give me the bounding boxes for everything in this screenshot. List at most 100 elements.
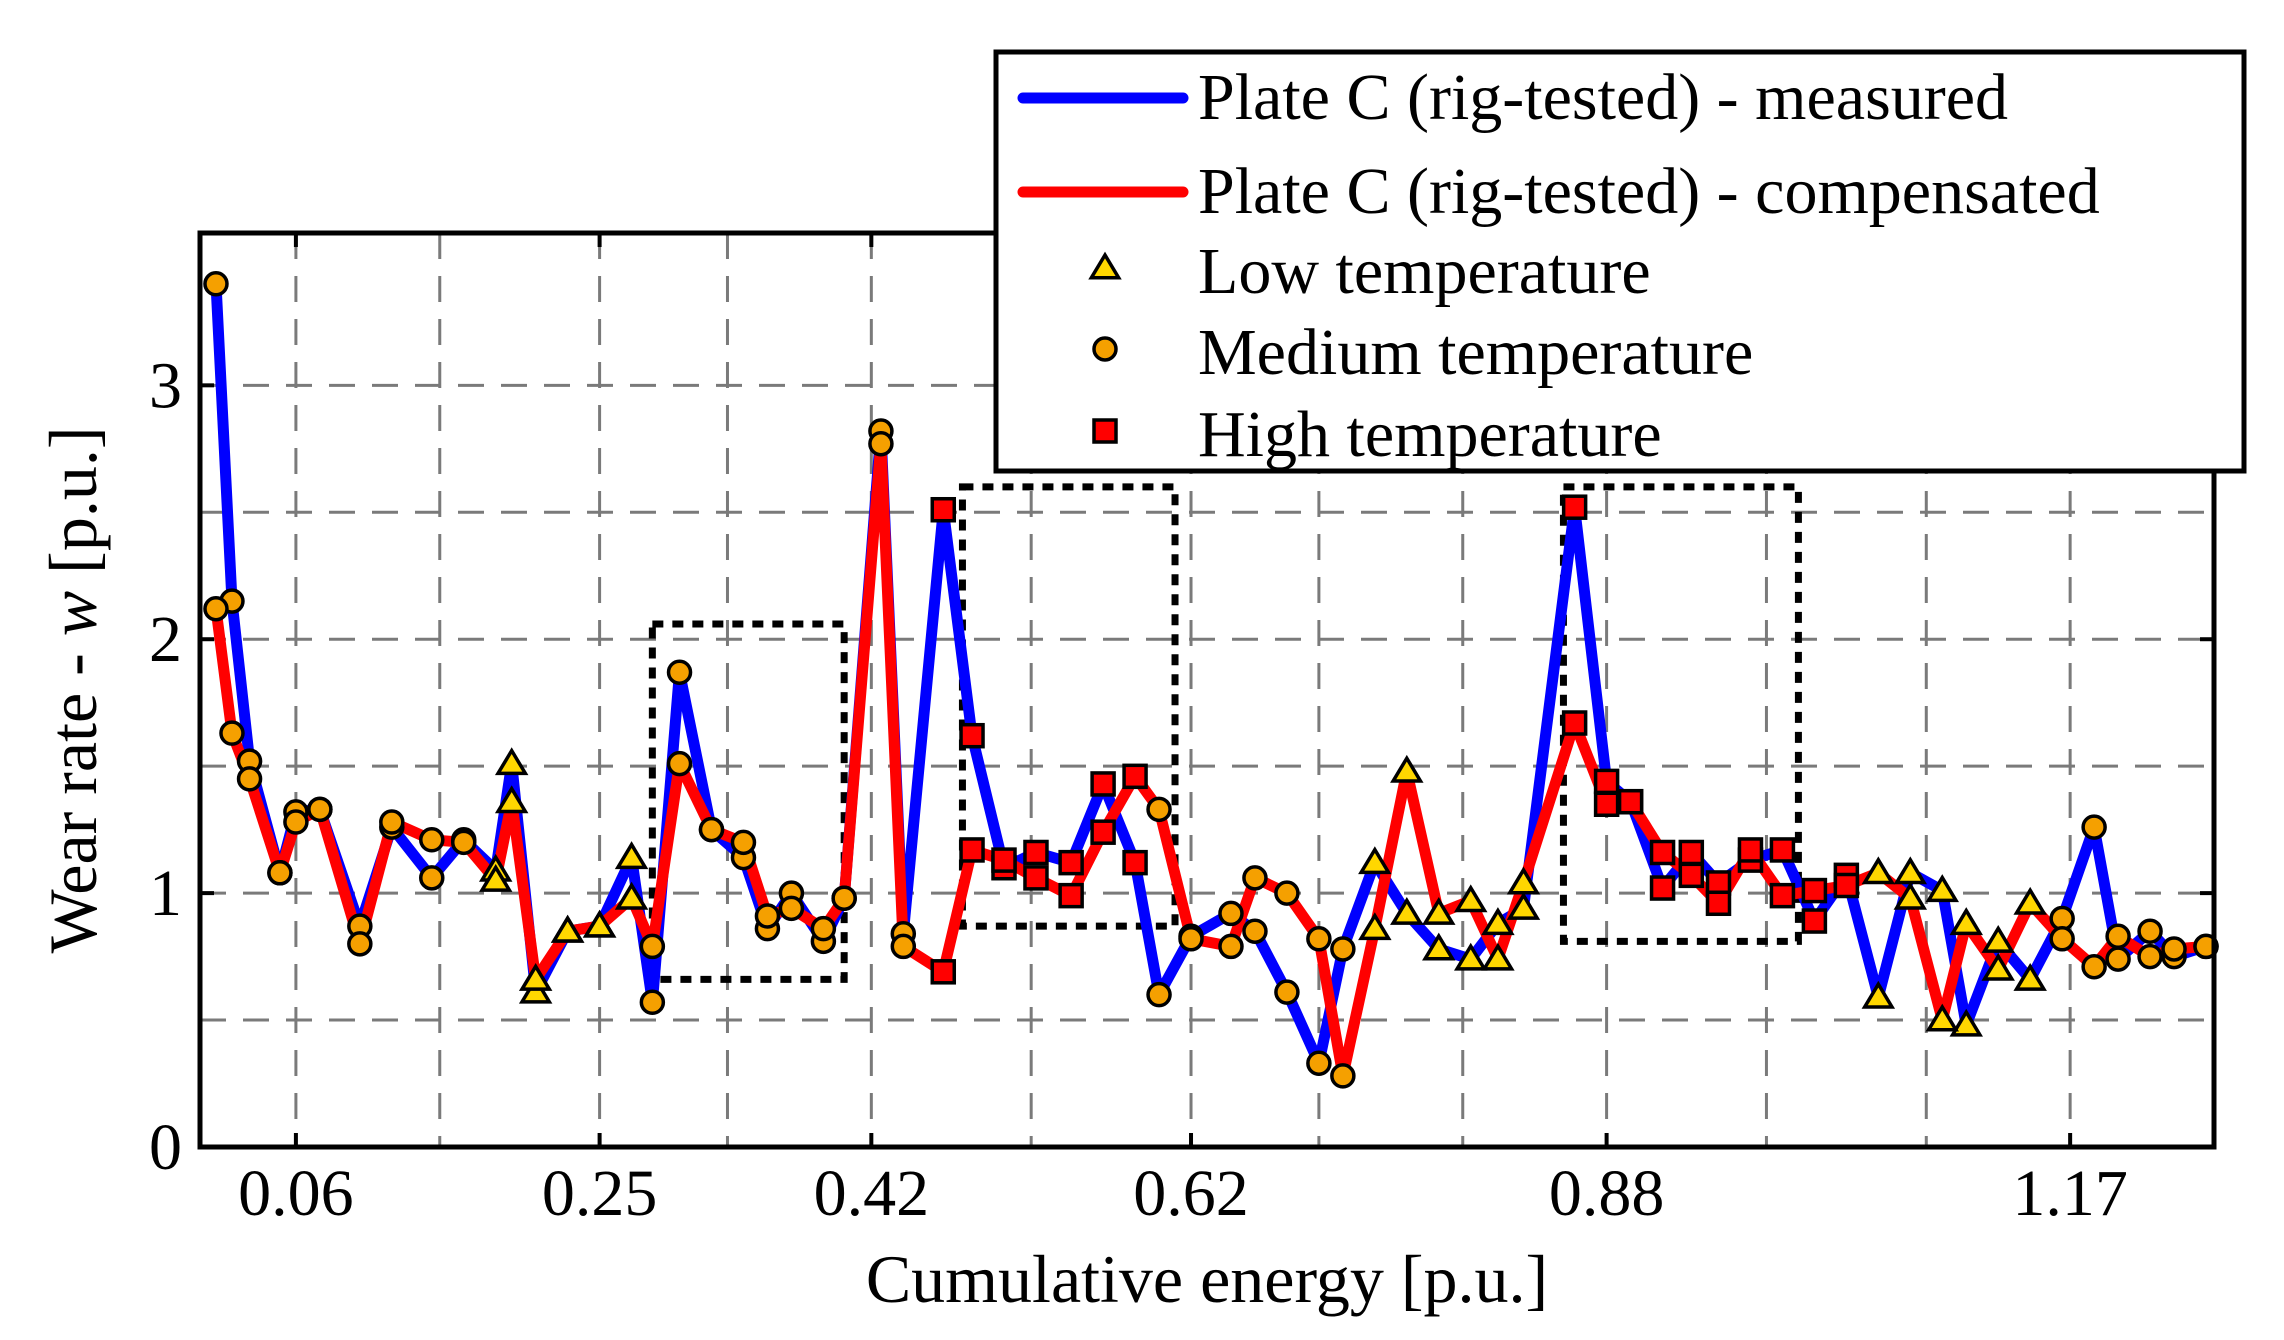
- measured-point: [1306, 1050, 1332, 1076]
- x-tick-label: 0.42: [814, 1157, 930, 1230]
- measured-point: [1242, 918, 1268, 944]
- compensated-point: [494, 785, 529, 814]
- compensated-point: [1306, 926, 1332, 952]
- x-tick-label: 0.88: [1549, 1157, 1665, 1230]
- measured-point: [1090, 771, 1116, 797]
- compensated-point: [778, 895, 805, 922]
- measured-point: [203, 271, 229, 297]
- compensated-point: [1358, 912, 1392, 941]
- legend-label: Low temperature: [1198, 235, 1651, 308]
- compensated-point: [1146, 796, 1172, 823]
- compensated-point: [2081, 953, 2107, 980]
- x-tick-label: 0.25: [542, 1157, 658, 1230]
- compensated-point: [991, 847, 1017, 873]
- measured-point: [1678, 839, 1705, 866]
- compensated-point: [1390, 754, 1424, 783]
- measured-point: [2137, 918, 2163, 944]
- legend-swatch-marker: [1092, 418, 1118, 444]
- y-axis-label-unit: [p.u.]: [35, 427, 111, 591]
- y-tick-label: 1: [149, 857, 182, 930]
- measured-point: [2081, 814, 2107, 840]
- measured-point: [1218, 900, 1244, 927]
- compensated-point: [219, 720, 245, 746]
- measured-point: [419, 865, 445, 891]
- measured-point: [1861, 980, 1896, 1009]
- legend-label: Plate C (rig-tested) - measured: [1198, 61, 2008, 134]
- compensated-point: [1330, 1063, 1356, 1089]
- y-tick-label: 2: [149, 603, 182, 676]
- compensated-point: [959, 837, 985, 863]
- measured-point: [1506, 891, 1541, 920]
- x-tick-label: 1.17: [2012, 1157, 2128, 1230]
- compensated-point: [2161, 936, 2187, 962]
- data-markers: [203, 271, 2219, 1089]
- compensated-point: [754, 903, 781, 929]
- highlight-box: [1559, 483, 1802, 945]
- legend-swatch-marker: [1092, 336, 1118, 362]
- compensated-point: [1925, 1003, 1960, 1032]
- compensated-point: [666, 750, 693, 777]
- compensated-point: [1058, 882, 1084, 909]
- compensated-point: [810, 915, 837, 942]
- measured-point: [666, 659, 693, 685]
- measured-point: [1593, 768, 1620, 795]
- compensated-point: [1949, 907, 1983, 936]
- measured-point: [1561, 494, 1588, 520]
- measured-point: [1981, 924, 2015, 953]
- compensated-point: [550, 914, 585, 943]
- measured-point: [639, 989, 666, 1016]
- x-axis-label: Cumulative energy [p.u.]: [866, 1241, 1548, 1317]
- compensated-point: [1861, 856, 1896, 885]
- measured-point: [1330, 936, 1356, 962]
- compensated-point: [2013, 886, 2047, 915]
- measured-point: [1949, 1008, 1983, 1037]
- compensated-point: [831, 885, 857, 911]
- measured-point: [2105, 946, 2131, 972]
- measured-point: [494, 747, 529, 776]
- compensated-point: [1242, 865, 1268, 891]
- y-axis-label-variable: w: [35, 591, 111, 636]
- compensated-point: [419, 827, 445, 853]
- highlight-box: [958, 483, 1179, 930]
- compensated-point: [1769, 882, 1796, 909]
- compensated-point: [1705, 890, 1732, 917]
- compensated-point: [1274, 880, 1300, 906]
- compensated-point: [1422, 897, 1456, 925]
- compensated-point: [930, 959, 957, 985]
- compensated-point: [890, 933, 917, 960]
- legend-label: Plate C (rig-tested) - compensated: [1198, 155, 2100, 228]
- legend-label: High temperature: [1198, 398, 1662, 471]
- compensated-point: [1453, 884, 1488, 913]
- compensated-point: [1506, 866, 1541, 895]
- compensated-point: [1801, 877, 1828, 904]
- x-tick-label: 0.62: [1133, 1157, 1249, 1230]
- compensated-point: [1023, 865, 1049, 891]
- measured-point: [1390, 897, 1424, 925]
- compensated-point: [379, 809, 405, 835]
- compensated-point: [1833, 872, 1860, 899]
- measured-point: [1058, 849, 1084, 876]
- measured-point: [959, 722, 985, 749]
- compensated-point: [1178, 926, 1204, 952]
- measured-point: [1422, 932, 1456, 961]
- compensated-point: [1737, 837, 1764, 863]
- measured-point: [1453, 942, 1488, 971]
- measured-point: [1649, 875, 1676, 901]
- compensated-point: [2049, 926, 2075, 952]
- compensated-point: [236, 766, 263, 792]
- compensated-point: [1893, 881, 1928, 910]
- measured-point: [1023, 839, 1049, 866]
- compensated-point: [868, 430, 894, 457]
- measured-point: [1925, 874, 1960, 903]
- compensated-point: [614, 881, 649, 910]
- compensated-point: [2137, 943, 2163, 970]
- compensated-point: [639, 933, 666, 960]
- legend-label: Medium temperature: [1198, 316, 1753, 389]
- measured-point: [2013, 963, 2047, 991]
- compensated-point: [1617, 788, 1644, 815]
- compensated-point: [1481, 942, 1515, 971]
- y-axis-label: Wear rate - w [p.u.]: [35, 427, 111, 954]
- compensated-point: [1561, 710, 1588, 736]
- compensated-point: [2105, 923, 2131, 950]
